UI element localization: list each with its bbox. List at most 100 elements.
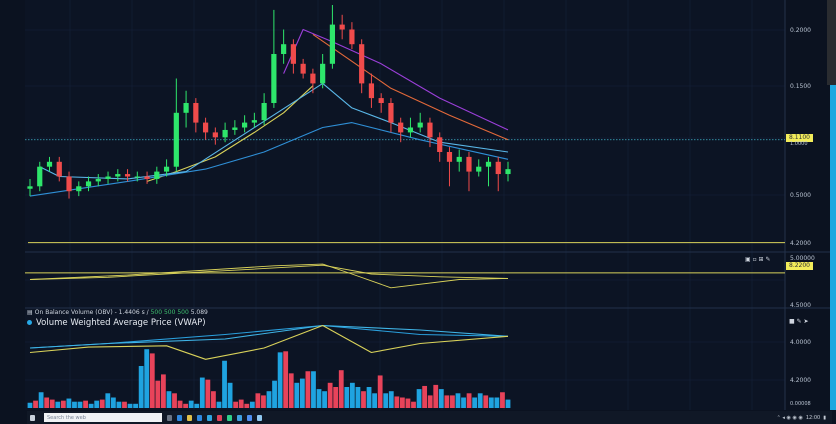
- volume-bar: [433, 384, 439, 408]
- volume-bar: [144, 349, 150, 408]
- moving-average-line: [29, 122, 509, 197]
- app-icon[interactable]: [217, 414, 222, 421]
- volume-bar: [472, 397, 478, 408]
- panel-tools[interactable]: ▣ ▫ ⊞ ✎: [745, 256, 771, 263]
- candle-up[interactable]: [271, 54, 277, 103]
- candle-up[interactable]: [505, 169, 511, 175]
- candle-up[interactable]: [281, 44, 287, 54]
- volume-bar: [311, 371, 316, 408]
- candle-down[interactable]: [495, 161, 501, 175]
- volume-bar: [422, 385, 428, 408]
- candle-up[interactable]: [27, 186, 33, 189]
- candle-up[interactable]: [76, 186, 82, 192]
- volume-bar: [188, 400, 194, 408]
- system-tray[interactable]: ⌃ ◂ ◉ ◉ ◉ 12:00 ▮: [777, 415, 826, 421]
- app-icon[interactable]: [207, 414, 212, 421]
- price-axis-label: 4.2000: [790, 240, 811, 247]
- candle-down[interactable]: [193, 103, 199, 123]
- candle-down[interactable]: [56, 161, 62, 177]
- candle-down[interactable]: [124, 174, 131, 177]
- candle-up[interactable]: [115, 174, 121, 177]
- candle-up[interactable]: [417, 122, 423, 128]
- candle-down[interactable]: [437, 137, 443, 152]
- candle-up[interactable]: [407, 127, 414, 133]
- candle-down[interactable]: [388, 103, 394, 123]
- task-view-icon[interactable]: [167, 414, 172, 421]
- notification-icon[interactable]: ▮: [823, 414, 826, 421]
- volume-bar: [155, 380, 161, 408]
- chart-background: [25, 0, 785, 410]
- candle-up[interactable]: [85, 181, 92, 187]
- candle-up[interactable]: [183, 103, 189, 113]
- taskbar-search[interactable]: Search the web: [44, 413, 162, 422]
- app-icon[interactable]: [237, 414, 242, 421]
- candle-down[interactable]: [349, 29, 355, 45]
- candle-down[interactable]: [339, 24, 345, 30]
- candle-down[interactable]: [144, 176, 150, 179]
- candle-up[interactable]: [37, 166, 43, 187]
- volume-bar: [333, 387, 339, 408]
- vwap-signal-line: [29, 324, 509, 360]
- folder-icon[interactable]: [187, 414, 192, 421]
- candle-up[interactable]: [134, 176, 140, 178]
- candle-up[interactable]: [163, 166, 170, 172]
- candle-up[interactable]: [261, 103, 267, 121]
- candle-down[interactable]: [466, 156, 472, 172]
- candle-up[interactable]: [329, 24, 336, 64]
- candle-down[interactable]: [212, 132, 218, 138]
- candle-up[interactable]: [105, 176, 111, 179]
- tray-icons[interactable]: ⌃ ◂ ◉ ◉ ◉: [776, 414, 803, 421]
- volume-bar: [277, 352, 283, 408]
- volume-bar: [94, 400, 100, 408]
- candle-down[interactable]: [202, 122, 209, 133]
- candle-up[interactable]: [476, 166, 482, 172]
- volume-bar: [44, 397, 50, 408]
- obv-value: 500: [177, 309, 189, 316]
- volume-bar: [166, 391, 172, 408]
- volume-bar: [49, 399, 55, 408]
- candle-up[interactable]: [222, 129, 228, 138]
- candle-down[interactable]: [310, 73, 316, 84]
- volume-bar: [38, 392, 44, 408]
- price-tag-sub: 1.0000: [790, 141, 808, 147]
- app-icon[interactable]: [227, 414, 232, 421]
- price-axis-label: 0.5000: [790, 192, 811, 199]
- candle-up[interactable]: [232, 127, 238, 130]
- volume-bar: [99, 399, 105, 408]
- candle-down[interactable]: [427, 122, 433, 138]
- candle-down[interactable]: [66, 176, 72, 192]
- candle-down[interactable]: [359, 44, 365, 84]
- vwap-legend[interactable]: Volume Weighted Average Price (VWAP): [27, 318, 206, 328]
- volume-bar: [399, 397, 405, 408]
- volume-bar: [349, 382, 355, 408]
- candle-up[interactable]: [154, 171, 160, 179]
- clock[interactable]: 12:00: [805, 414, 821, 421]
- candle-up[interactable]: [251, 120, 257, 123]
- price-axis-label: 0.1500: [790, 83, 811, 90]
- candle-down[interactable]: [378, 98, 384, 103]
- candle-down[interactable]: [300, 63, 306, 74]
- candle-up[interactable]: [320, 63, 326, 84]
- candle-down[interactable]: [368, 83, 375, 99]
- candle-up[interactable]: [242, 122, 248, 128]
- candle-down[interactable]: [290, 44, 296, 64]
- volume-bar: [361, 391, 366, 408]
- volume-bar: [294, 382, 300, 408]
- candle-up[interactable]: [173, 112, 179, 167]
- start-icon[interactable]: [30, 414, 35, 421]
- candle-up[interactable]: [485, 161, 492, 167]
- candle-down[interactable]: [446, 152, 453, 162]
- candle-up[interactable]: [456, 156, 462, 162]
- app-icon[interactable]: [197, 414, 202, 421]
- vwap-panel-tools[interactable]: ■ ✎ ➤: [789, 318, 809, 325]
- app-icon[interactable]: [257, 414, 262, 421]
- app-icon[interactable]: [177, 414, 182, 421]
- candle-up[interactable]: [95, 178, 101, 182]
- candle-up[interactable]: [46, 161, 53, 167]
- volume-bar: [233, 401, 239, 408]
- candle-down[interactable]: [398, 122, 404, 133]
- volume-bar: [110, 397, 116, 408]
- app-icon[interactable]: [247, 414, 252, 421]
- volume-bar: [366, 387, 372, 408]
